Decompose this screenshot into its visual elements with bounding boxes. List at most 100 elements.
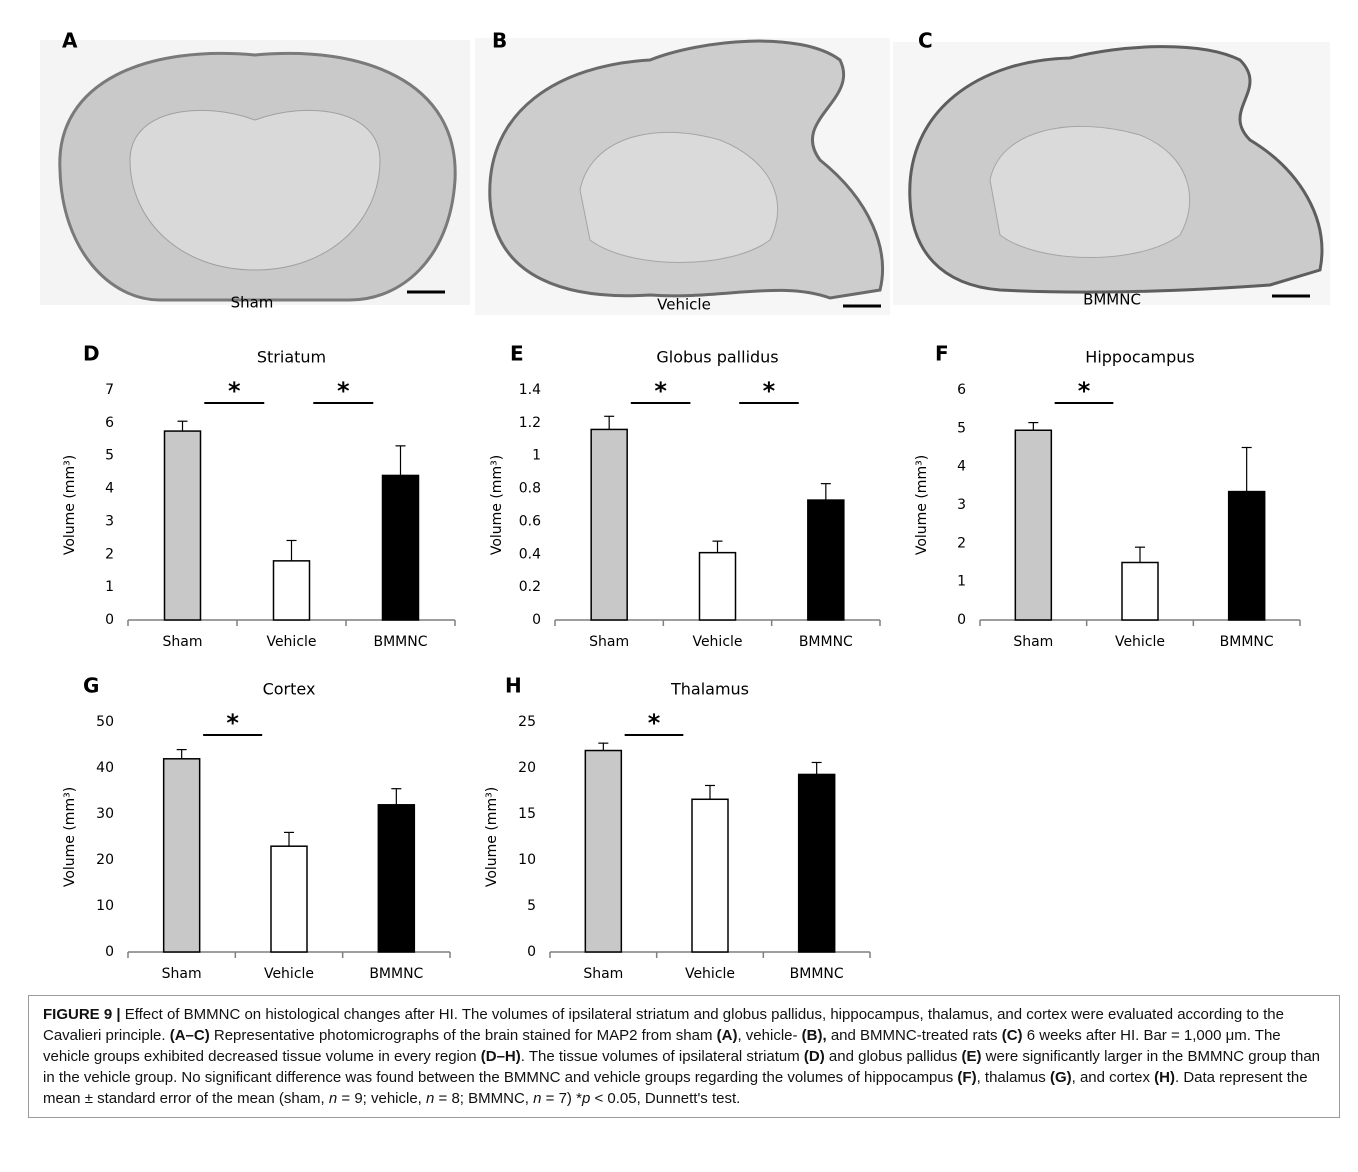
caption-run: (A–C) (170, 1027, 210, 1044)
y-tick-label: 0.4 (519, 546, 541, 562)
significance-label: * (226, 709, 239, 737)
y-tick-label: 0 (105, 612, 114, 628)
y-tick-label: 15 (518, 806, 536, 822)
photo-label: BMMNC (1083, 291, 1141, 309)
bar (378, 805, 414, 952)
caption-run: (D–H) (481, 1048, 521, 1065)
caption-run: (B), (802, 1027, 827, 1044)
y-tick-label: 1.4 (519, 382, 541, 398)
caption-run: = 8; BMMNC, (434, 1090, 533, 1107)
y-tick-label: 20 (518, 760, 536, 776)
y-axis-label: Volume (mm³) (484, 787, 500, 887)
bar (591, 429, 627, 620)
y-tick-label: 6 (105, 415, 114, 431)
y-tick-label: 0 (532, 612, 541, 628)
x-tick-label: BMMNC (790, 966, 844, 982)
x-tick-label: Vehicle (264, 966, 314, 982)
y-tick-label: 25 (518, 714, 536, 730)
caption-run: (F) (957, 1069, 976, 1086)
bar (165, 431, 201, 620)
x-tick-label: BMMNC (799, 634, 853, 650)
y-tick-label: 30 (96, 806, 114, 822)
significance-label: * (1078, 377, 1091, 405)
significance-label: * (337, 377, 350, 405)
panel-letter: C (918, 29, 933, 53)
caption-run: n (329, 1090, 337, 1107)
figure-caption: FIGURE 9 | Effect of BMMNC on histologic… (28, 995, 1340, 1118)
y-tick-label: 1 (957, 574, 966, 590)
x-tick-label: Vehicle (266, 634, 316, 650)
x-tick-label: BMMNC (1220, 634, 1274, 650)
chart-title: Cortex (263, 680, 316, 699)
y-tick-label: 0 (105, 944, 114, 960)
caption-run: (A) (717, 1027, 738, 1044)
bar (585, 751, 621, 952)
y-tick-label: 1 (105, 579, 114, 595)
caption-run: and BMMNC-treated rats (827, 1027, 1002, 1044)
caption-run: (H) (1154, 1069, 1175, 1086)
photo-c (893, 42, 1330, 305)
x-tick-label: Sham (583, 966, 623, 982)
x-tick-label: Vehicle (1115, 634, 1165, 650)
caption-run: = 9; vehicle, (337, 1090, 426, 1107)
y-tick-label: 4 (105, 481, 114, 497)
y-axis-label: Volume (mm³) (489, 455, 505, 555)
bar (700, 553, 736, 620)
y-tick-label: 0.2 (519, 579, 541, 595)
panel-letter: D (83, 342, 100, 366)
y-axis-label: Volume (mm³) (62, 787, 78, 887)
y-tick-label: 5 (527, 898, 536, 914)
significance-label: * (763, 377, 776, 405)
bar (692, 799, 728, 952)
caption-run: (E) (962, 1048, 982, 1065)
significance-label: * (228, 377, 241, 405)
y-tick-label: 2 (105, 546, 114, 562)
panel-letter: G (83, 674, 99, 698)
y-tick-label: 4 (957, 459, 966, 475)
caption-run: < 0.05, Dunnett's test. (590, 1090, 740, 1107)
y-tick-label: 0 (527, 944, 536, 960)
caption-run: (G) (1050, 1069, 1072, 1086)
y-tick-label: 50 (96, 714, 114, 730)
y-axis-label: Volume (mm³) (914, 455, 930, 555)
y-tick-label: 7 (105, 382, 114, 398)
caption-run: = 7) * (542, 1090, 582, 1107)
bar (1122, 563, 1158, 621)
chart-title: Hippocampus (1085, 348, 1194, 367)
bar (1229, 492, 1265, 620)
panel-letter: H (505, 674, 522, 698)
page: {"photo_panels": [ {"panel": "A", "label… (0, 0, 1358, 1172)
y-tick-label: 0.8 (519, 481, 541, 497)
x-tick-label: Sham (163, 634, 203, 650)
caption-run: n (533, 1090, 541, 1107)
bar (383, 475, 419, 620)
bar (164, 759, 200, 952)
caption-run: . The tissue volumes of ipsilateral stri… (521, 1048, 804, 1065)
y-tick-label: 2 (957, 535, 966, 551)
caption-run: (D) (804, 1048, 825, 1065)
photo-b (475, 38, 890, 315)
x-tick-label: Sham (1013, 634, 1053, 650)
caption-run: (C) (1002, 1027, 1023, 1044)
y-tick-label: 3 (105, 513, 114, 529)
y-tick-label: 3 (957, 497, 966, 513)
panel-letter: A (62, 29, 78, 53)
bar (808, 500, 844, 620)
chart-title: Globus pallidus (656, 348, 778, 367)
x-tick-label: BMMNC (369, 966, 423, 982)
chart-title: Striatum (257, 348, 326, 367)
y-tick-label: 5 (105, 448, 114, 464)
bar (274, 561, 310, 620)
bar (799, 774, 835, 952)
caption-run: and globus pallidus (825, 1048, 962, 1065)
caption-run: , vehicle- (737, 1027, 801, 1044)
photo-label: Sham (231, 294, 274, 312)
x-tick-label: Sham (589, 634, 629, 650)
y-tick-label: 1.2 (519, 415, 541, 431)
x-tick-label: Vehicle (692, 634, 742, 650)
x-tick-label: BMMNC (373, 634, 427, 650)
x-tick-label: Sham (162, 966, 202, 982)
y-tick-label: 1 (532, 448, 541, 464)
y-tick-label: 5 (957, 420, 966, 436)
